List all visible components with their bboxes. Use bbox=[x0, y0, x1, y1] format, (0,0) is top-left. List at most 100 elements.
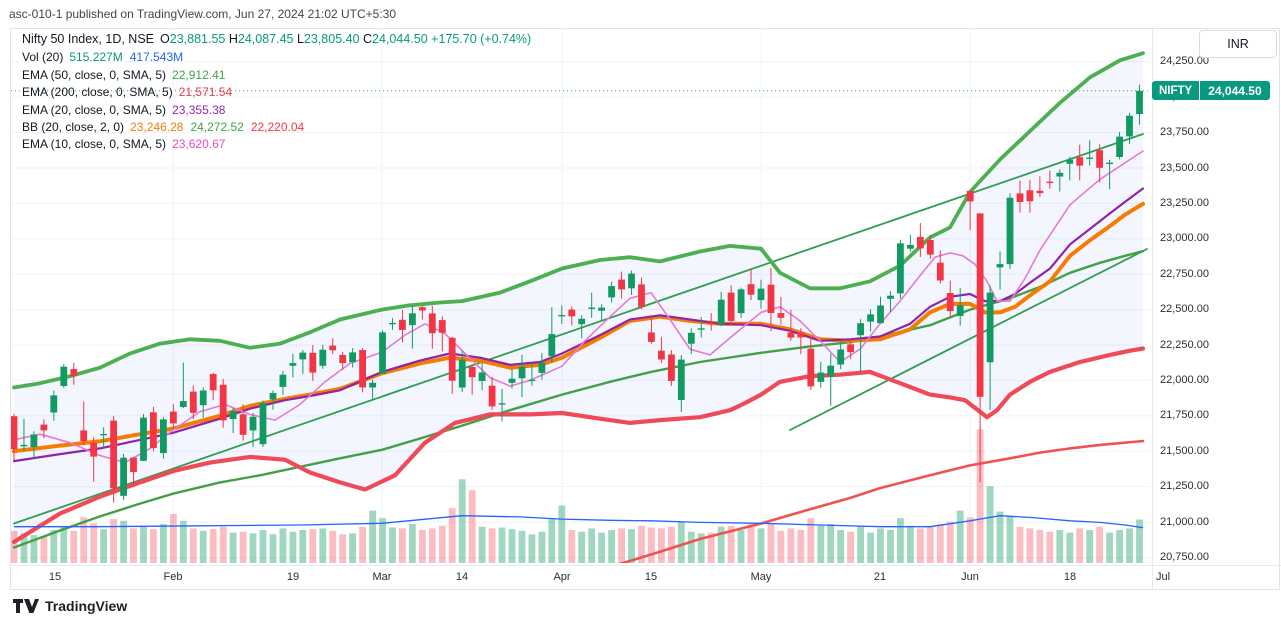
legend-row[interactable]: EMA (10, close, 0, SMA, 5) 23,620.67 bbox=[22, 136, 531, 153]
candle-body bbox=[807, 348, 815, 387]
volume-bar bbox=[100, 529, 107, 563]
legend-row[interactable]: Vol (20) 515.227M 417.543M bbox=[22, 49, 531, 66]
currency-selector[interactable]: INR bbox=[1199, 30, 1277, 58]
candle-body bbox=[249, 416, 257, 431]
candle-body bbox=[1006, 197, 1014, 265]
candle-body bbox=[578, 318, 586, 325]
legend-row[interactable]: EMA (20, close, 0, SMA, 5) 23,355.38 bbox=[22, 102, 531, 119]
price-tag-value: 24,044.50 bbox=[1200, 81, 1270, 100]
candle-body bbox=[359, 350, 366, 388]
candles bbox=[11, 84, 1143, 503]
price-tick-label: 21,500.00 bbox=[1160, 444, 1209, 457]
volume-bar bbox=[209, 529, 217, 563]
time-tick-label: Feb bbox=[163, 571, 183, 583]
volume-bar bbox=[608, 530, 615, 563]
candle-body bbox=[797, 332, 805, 338]
candle-body bbox=[488, 385, 496, 407]
indicator-label: Vol (20) bbox=[22, 50, 64, 65]
volume-bar bbox=[907, 525, 914, 563]
volume-bar bbox=[70, 530, 78, 563]
volume-bar bbox=[30, 535, 38, 563]
indicator-value: 21,571.54 bbox=[178, 85, 233, 100]
volume-bar bbox=[936, 524, 944, 563]
candle-body bbox=[179, 401, 187, 407]
volume-bar bbox=[389, 527, 396, 563]
publication-info: asc-010-1 published on TradingView.com, … bbox=[9, 7, 397, 21]
volume-bar bbox=[1096, 526, 1103, 563]
price-tick-label: 22,000.00 bbox=[1160, 373, 1209, 386]
bb_upper-line[interactable] bbox=[12, 51, 1145, 390]
ohlc-value: C24,044.50 bbox=[363, 32, 428, 46]
candle-body bbox=[209, 374, 217, 391]
volume-bar bbox=[189, 528, 197, 563]
candle-body bbox=[1076, 157, 1084, 166]
candle-body bbox=[638, 284, 645, 307]
price-tick-label: 23,250.00 bbox=[1160, 196, 1209, 209]
candle-body bbox=[697, 328, 705, 330]
volume-bar bbox=[219, 526, 227, 563]
legend-symbol-row[interactable]: Nifty 50 Index, 1D, NSE O23,881.55 H24,08… bbox=[22, 31, 531, 48]
candle-body bbox=[199, 390, 207, 406]
volume-bar bbox=[787, 528, 795, 563]
volume-bar bbox=[319, 528, 327, 563]
candle-body bbox=[498, 403, 506, 405]
volume-bar bbox=[419, 530, 426, 563]
time-tick-label: 19 bbox=[286, 571, 300, 583]
volume-bar bbox=[369, 510, 376, 563]
plot-area[interactable] bbox=[11, 28, 1151, 565]
volume-bar bbox=[638, 525, 645, 563]
volume-bar bbox=[399, 528, 406, 563]
price-tick-label: 22,750.00 bbox=[1160, 267, 1209, 280]
candle-body bbox=[936, 262, 944, 281]
candle-body bbox=[369, 382, 376, 388]
legend-row[interactable]: EMA (200, close, 0, SMA, 5) 21,571.54 bbox=[22, 84, 531, 101]
candle-body bbox=[737, 289, 745, 314]
price-tick-label: 22,250.00 bbox=[1160, 338, 1209, 351]
legend-row[interactable]: BB (20, close, 2, 0) 23,246.28 24,272.52 22… bbox=[22, 119, 531, 136]
candle-body bbox=[1116, 136, 1123, 157]
ema50-line[interactable] bbox=[12, 250, 1145, 549]
candle-body bbox=[1066, 159, 1074, 164]
legend-row[interactable]: EMA (50, close, 0, SMA, 5) 22,912.41 bbox=[22, 67, 531, 84]
time-tick-label: 14 bbox=[455, 571, 469, 583]
volume-bar bbox=[120, 520, 127, 563]
time-axis-separator bbox=[10, 565, 1281, 566]
candle-body bbox=[150, 412, 157, 449]
indicator-value: 417.543M bbox=[129, 50, 184, 65]
candle-body bbox=[538, 362, 546, 373]
volume-bar bbox=[518, 530, 526, 563]
indicator-value: 23,246.28 bbox=[130, 120, 184, 135]
volume-bar bbox=[956, 510, 964, 563]
volume-bar bbox=[897, 518, 904, 563]
candle-body bbox=[309, 352, 317, 373]
volume-bar bbox=[179, 520, 187, 563]
volume-bar bbox=[877, 528, 884, 563]
volume-bar bbox=[867, 532, 874, 563]
volume-bar bbox=[727, 525, 735, 563]
candle-body bbox=[339, 354, 347, 364]
volume-bar bbox=[90, 523, 98, 563]
indicator-value: 23,620.67 bbox=[172, 137, 226, 152]
volume-bar bbox=[259, 530, 267, 563]
ascending-trendline-lower[interactable] bbox=[789, 248, 1148, 431]
bb_lower-line[interactable] bbox=[11, 346, 1146, 544]
candle-body bbox=[90, 442, 98, 457]
indicator-value: 24,272.52 bbox=[190, 120, 244, 135]
ascending-trendline-upper[interactable] bbox=[13, 133, 1144, 525]
candle-body bbox=[598, 307, 605, 311]
ema10-line[interactable] bbox=[13, 150, 1144, 464]
volume-bar bbox=[239, 531, 247, 563]
volume-bar bbox=[817, 525, 825, 563]
indicator-value: 515.227M bbox=[69, 50, 123, 65]
volume-bar bbox=[468, 490, 476, 563]
volume-ma-line[interactable] bbox=[14, 515, 1144, 529]
symbol-title: Nifty 50 Index, 1D, NSE bbox=[22, 32, 155, 46]
volume-bar bbox=[80, 517, 88, 563]
candle-body bbox=[847, 344, 854, 353]
ema200-line[interactable] bbox=[618, 439, 1145, 565]
time-tick-label: Apr bbox=[553, 571, 571, 583]
ohlc-value: H24,087.45 bbox=[228, 32, 294, 46]
candle-body bbox=[448, 337, 456, 381]
volume-bar bbox=[60, 527, 68, 563]
